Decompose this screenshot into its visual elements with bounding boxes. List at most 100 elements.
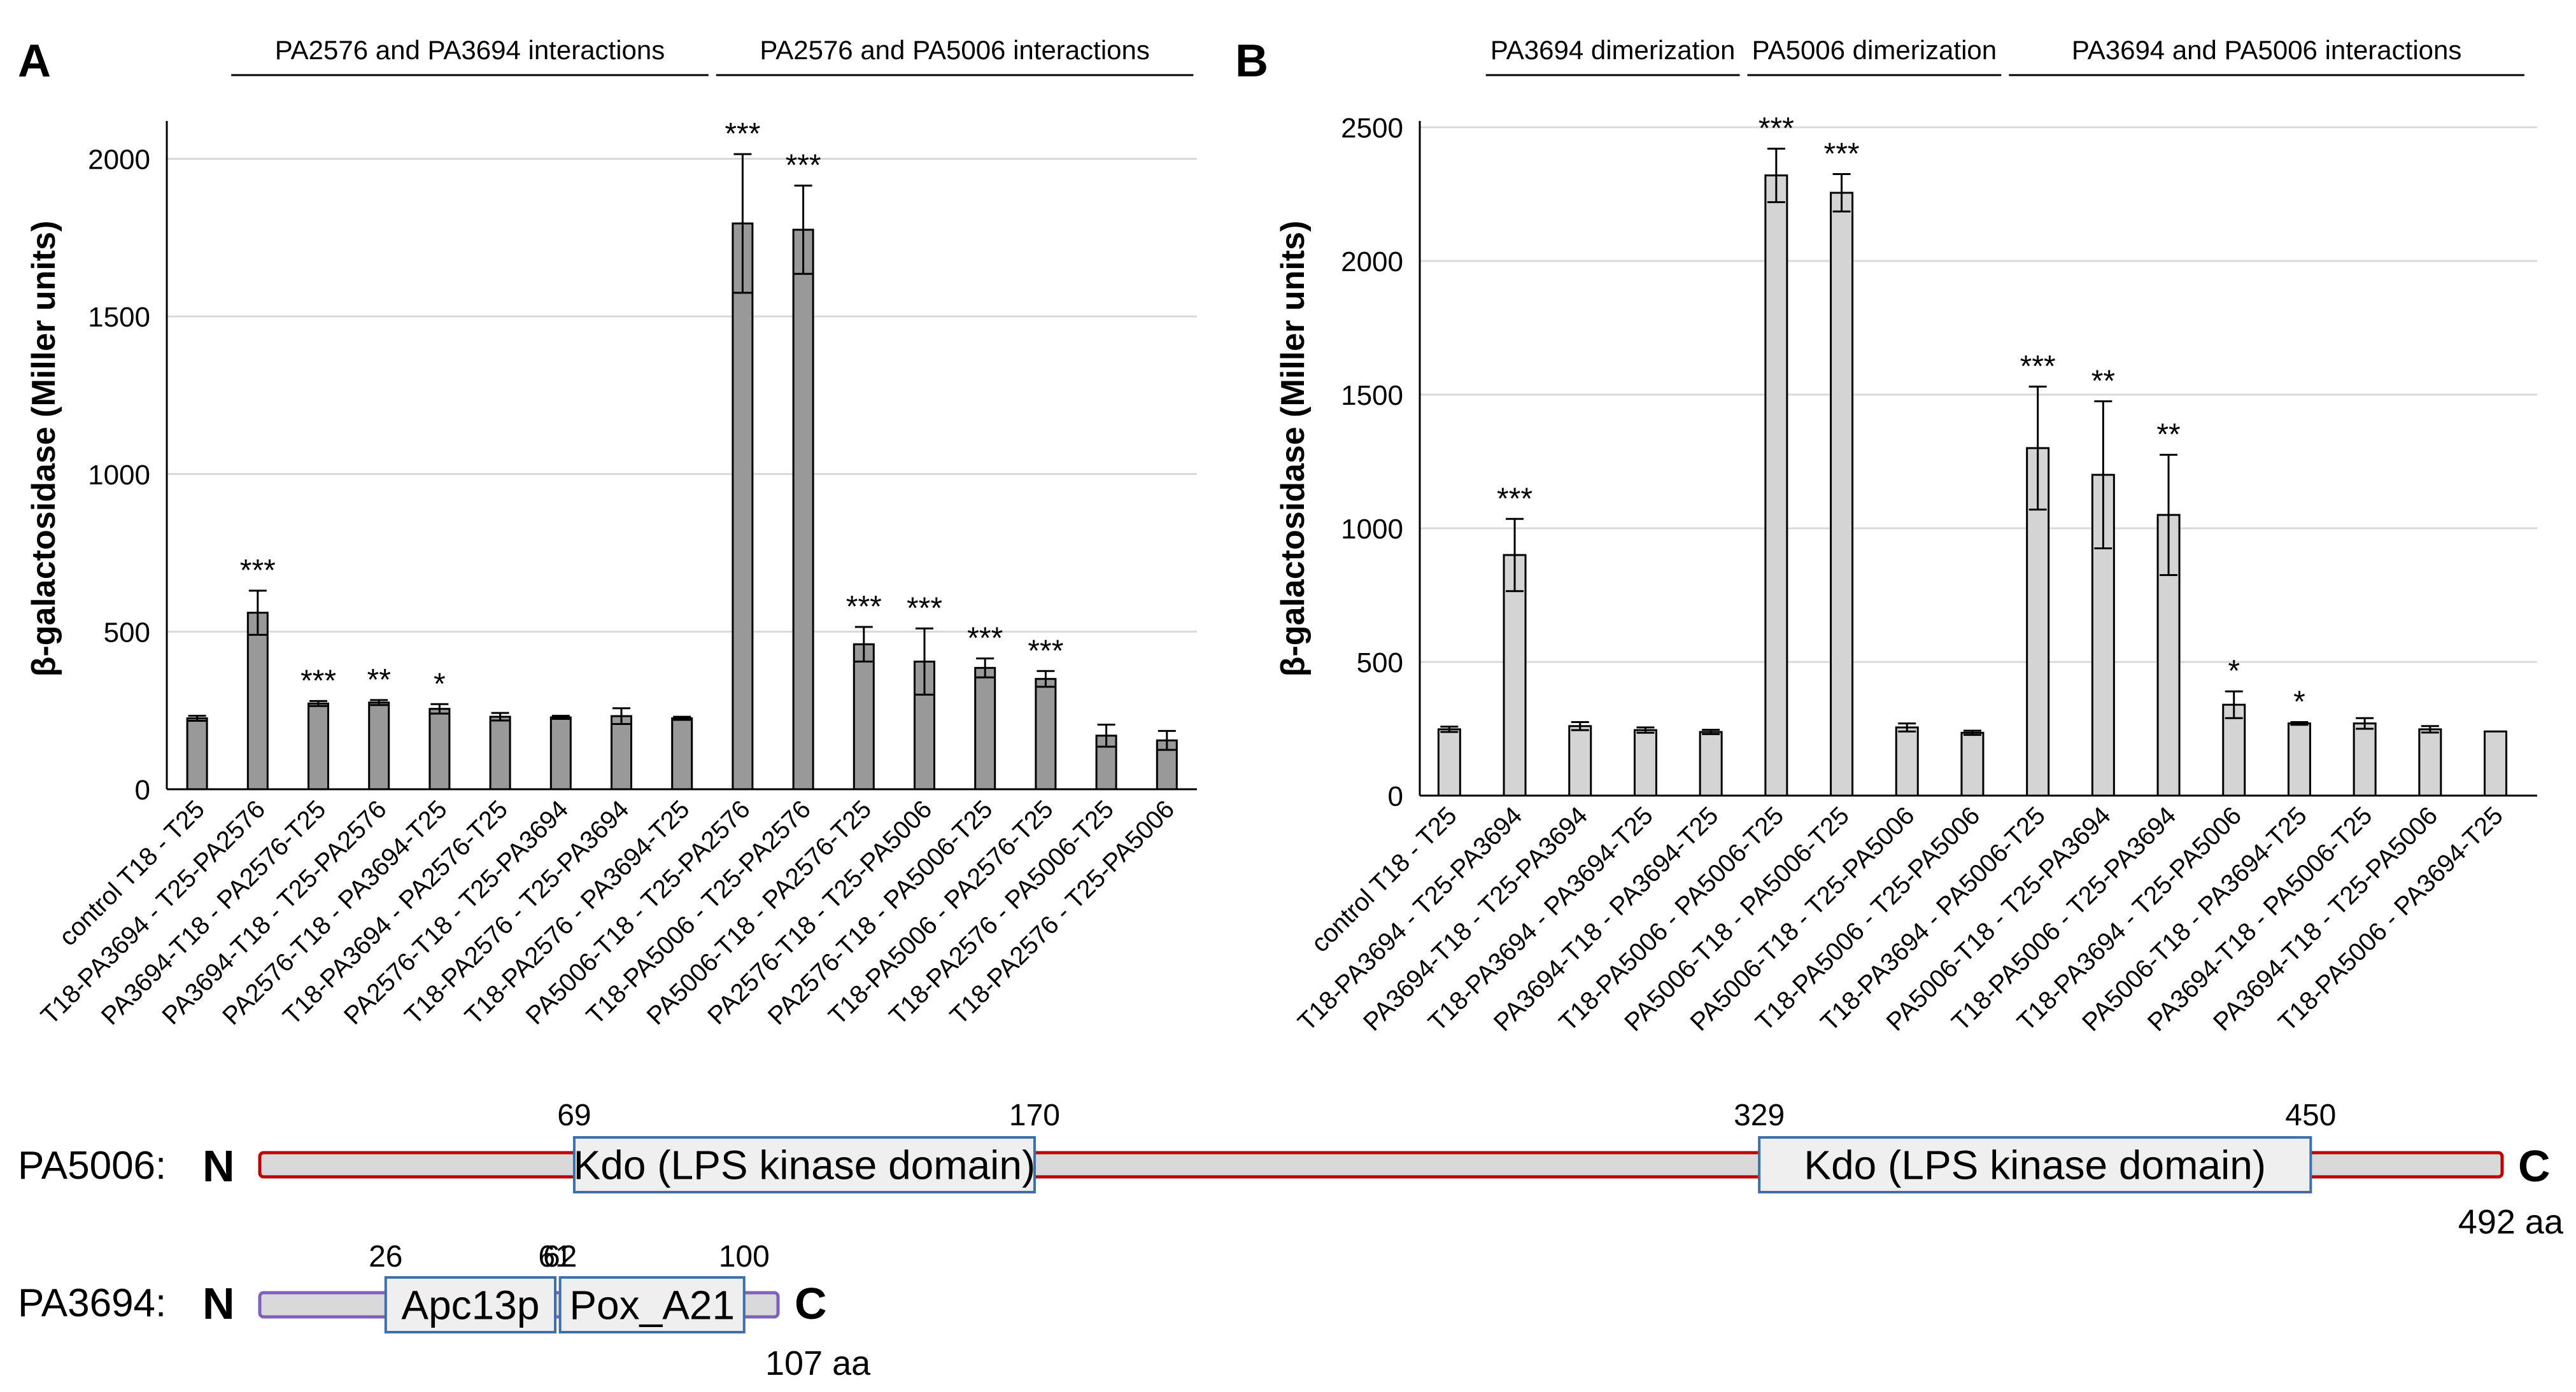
panel-a: A β-galactosidase (Miller units) 0 500 100… (18, 35, 1197, 1030)
panel-a-y-axis-title: β-galactosidase (Miller units) (25, 221, 62, 677)
significance-label: *** (1028, 634, 1063, 668)
pa3694-domain-shapes: Apc13p 26 61 Pox_A21 62 100 (258, 1240, 780, 1333)
error-bar (976, 657, 994, 678)
group-header-label: PA3694 dimerization (1490, 35, 1735, 65)
panel-a-significance-labels: ****** ** ********** ****** *** (240, 117, 1064, 701)
significance-label: *** (725, 117, 760, 151)
error-bar (916, 627, 933, 696)
domain-end-position: 170 (1009, 1099, 1060, 1132)
domain-name: Kdo (LPS kinase domain) (574, 1142, 1036, 1188)
domain-end-position: 450 (2285, 1099, 2336, 1132)
error-bar (1636, 726, 1655, 734)
error-bar (794, 185, 812, 275)
significance-label: *** (240, 554, 276, 587)
pa3694-domain: Apc13p 26 61 (369, 1240, 572, 1333)
pa3694-diagram: PA3694: N C 107 aa Apc13p 26 61 Pox_A21 62 10… (18, 1240, 871, 1382)
y-tick-label: 1500 (1341, 380, 1403, 411)
significance-label: *** (1824, 137, 1860, 171)
panel-b-gridlines (1420, 126, 2537, 663)
domain-box (384, 1276, 557, 1333)
significance-label: ** (2156, 418, 2180, 452)
y-tick-label: 1500 (88, 302, 150, 333)
significance-label: * (434, 667, 446, 701)
y-tick-label: 500 (104, 617, 150, 648)
group-header: PA5006 dimerization (1747, 35, 2002, 76)
bar (974, 666, 996, 791)
error-bar (733, 153, 752, 294)
domain-end-position: 61 (538, 1240, 572, 1274)
panel-b-axes (1419, 121, 2537, 797)
pa5006-domain: Kdo (LPS kinase domain) 329 450 (1734, 1099, 2336, 1193)
error-bar (2160, 454, 2178, 576)
bar (1503, 554, 1527, 797)
panel-b: B β-galactosidase (Miller units) 0 500 100… (1235, 35, 2537, 1037)
bar (2353, 722, 2377, 797)
bar (2287, 722, 2311, 797)
bar (1764, 174, 1788, 797)
domain-name: Pox_A21 (569, 1282, 735, 1328)
significance-label: *** (2020, 349, 2056, 383)
panel-b-significance-labels: ************ ****** (1497, 112, 2305, 719)
bar (853, 643, 875, 791)
bar (428, 708, 451, 791)
error-bar (1702, 729, 1720, 735)
bar (186, 717, 208, 791)
significance-label: * (2293, 685, 2305, 719)
bar (671, 717, 693, 791)
panel-a-bars (186, 222, 1178, 791)
error-bar (1898, 722, 1916, 733)
panel-a-axes (166, 121, 1197, 791)
error-bar (2094, 400, 2112, 549)
pa5006-diagram: PA5006: N C 492 aa Kdo (LPS kinase domai… (18, 1099, 2564, 1241)
error-bar (248, 589, 267, 636)
error-bar (309, 700, 327, 707)
panel-a-error-bars (188, 153, 1176, 751)
domain-box (1758, 1136, 2312, 1193)
group-header-label: PA2576 and PA3694 interactions (275, 35, 665, 65)
significance-label: ** (2091, 365, 2115, 398)
error-bar (2421, 725, 2439, 734)
bar (1699, 731, 1723, 797)
significance-label: ** (367, 663, 391, 697)
panel-a-group-headers: PA2576 and PA3694 interactions PA2576 and… (231, 35, 1194, 76)
panel-b-error-bars (1440, 148, 2439, 736)
pa5006-c-terminus: C (2518, 1141, 2551, 1191)
panel-b-bars (1437, 174, 2508, 797)
significance-label: *** (786, 149, 821, 183)
group-header: PA3694 and PA5006 interactions (2009, 35, 2524, 76)
error-bar (2356, 717, 2374, 730)
y-tick-label: 1000 (88, 460, 150, 491)
bar (1568, 725, 1592, 797)
domain-box (558, 1276, 746, 1333)
error-bar (491, 712, 509, 722)
bar (611, 715, 632, 791)
significance-label: *** (301, 664, 336, 698)
panel-b-y-tick-labels: 0 500 1000 1500 2000 2500 (1341, 113, 1403, 812)
error-bar (854, 626, 873, 663)
pa3694-n-terminus: N (202, 1279, 235, 1328)
error-bar (1440, 726, 1459, 733)
bar (1895, 726, 1919, 797)
error-bar (1571, 721, 1589, 731)
error-bar (1097, 723, 1115, 748)
error-bar (1037, 670, 1055, 688)
bar (1960, 731, 1985, 797)
significance-label: *** (967, 621, 1003, 655)
bar (732, 222, 754, 791)
bar (368, 701, 390, 791)
bar (246, 612, 269, 791)
pa3694-domain: Pox_A21 62 100 (543, 1240, 770, 1333)
error-bar (1767, 148, 1785, 204)
group-header: PA2576 and PA3694 interactions (231, 35, 709, 76)
bar (792, 228, 814, 791)
error-bar (2290, 721, 2309, 726)
bar (489, 715, 511, 791)
pa3694-c-terminus: C (795, 1279, 827, 1328)
domain-diagrams: PA5006: N C 492 aa Kdo (LPS kinase domai… (18, 1099, 2564, 1382)
error-bar (370, 699, 388, 707)
significance-label: *** (846, 590, 882, 624)
error-bar (1506, 517, 1524, 593)
